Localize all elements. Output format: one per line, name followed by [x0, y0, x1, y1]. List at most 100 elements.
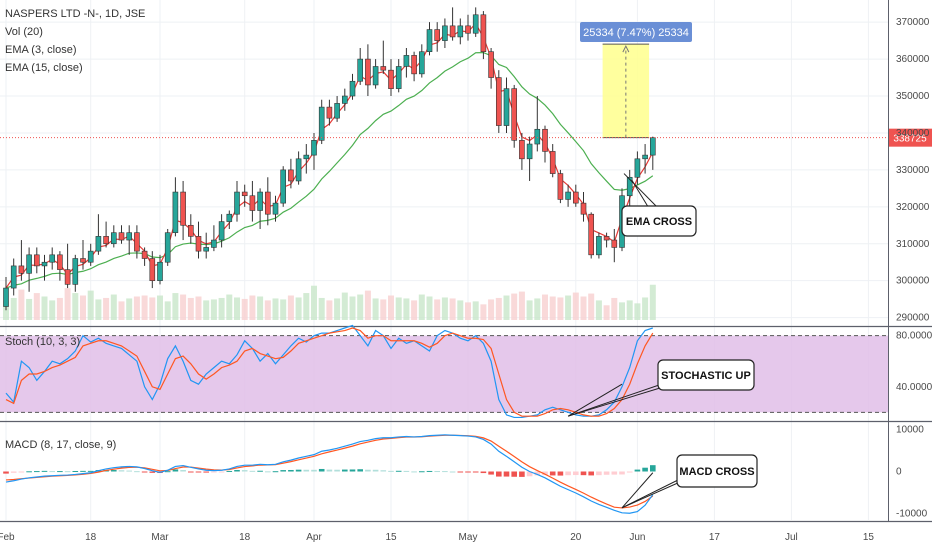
volume-bar	[49, 300, 56, 320]
macd-tick-label: -10000	[896, 509, 928, 520]
candle	[272, 195, 279, 222]
stoch-indicator-label[interactable]: Stoch (10, 3, 3)	[5, 336, 81, 348]
volume-bar	[118, 301, 125, 320]
volume-bar	[141, 295, 148, 320]
volume-bar	[557, 297, 564, 320]
candle-body	[326, 106, 333, 119]
volume-bar	[318, 297, 325, 320]
macd-histogram-bar	[411, 471, 417, 473]
ema-slow-indicator-label[interactable]: EMA (15, close)	[5, 62, 83, 74]
candle	[33, 247, 40, 274]
candle-body	[495, 77, 502, 126]
time-tick-label: 15	[863, 532, 875, 543]
volume-bar	[334, 298, 341, 320]
macd-histogram-bar	[226, 470, 233, 472]
candle	[403, 48, 410, 78]
volume-bar	[257, 296, 264, 320]
candle-body	[403, 55, 410, 67]
time-tick-label: 17	[709, 532, 721, 543]
ema-fast-indicator-label[interactable]: EMA (3, close)	[5, 44, 77, 56]
macd-histogram-bar	[272, 471, 279, 473]
volume-bar	[565, 295, 572, 320]
volume-bar	[611, 297, 618, 320]
candle	[534, 96, 541, 152]
volume-bar	[133, 296, 140, 320]
macd-histogram-bar	[149, 471, 156, 473]
candle-body	[549, 151, 556, 174]
macd-histogram-bar	[626, 471, 633, 473]
candle	[418, 44, 425, 78]
volume-bar	[195, 296, 202, 320]
macd-indicator-label[interactable]: MACD (8, 17, close, 9)	[5, 439, 117, 451]
candle-body	[557, 173, 564, 200]
macd-histogram-bar	[26, 471, 32, 473]
volume-bar	[488, 299, 495, 320]
candle	[95, 214, 102, 255]
candle	[565, 184, 571, 207]
candle	[449, 7, 456, 41]
macd-histogram-bar	[488, 471, 494, 475]
volume-bar	[280, 299, 287, 320]
macd-histogram-bar	[611, 471, 618, 475]
macd-histogram-bar	[241, 470, 248, 472]
time-tick-label: May	[459, 532, 478, 543]
macd-legend: MACD (8, 17, close, 9)	[5, 436, 116, 454]
price-tick-label: 300000	[896, 276, 930, 287]
macd-histogram-bar	[141, 471, 148, 473]
time-tick-label: 18	[85, 532, 97, 543]
price-tick-label: 330000	[896, 165, 930, 176]
candle-body	[388, 69, 394, 89]
volume-bar	[595, 300, 602, 320]
candle	[480, 11, 487, 60]
candle	[295, 151, 302, 185]
candle-body	[33, 254, 40, 267]
volume-bar	[203, 300, 210, 320]
callout-text: STOCHASTIC UP	[661, 370, 751, 382]
stoch-band	[0, 335, 888, 413]
candle-body	[449, 25, 456, 38]
candle-body	[157, 261, 163, 281]
macd-histogram-bar	[519, 471, 525, 477]
volume-bar	[526, 300, 533, 320]
candle-body	[95, 236, 102, 252]
macd-histogram-bar	[211, 471, 217, 473]
candle-body	[103, 236, 109, 245]
candle-body	[41, 261, 48, 267]
candle-body	[280, 169, 287, 204]
candle	[180, 180, 186, 241]
volume-bar	[503, 295, 510, 320]
volume-bar	[326, 300, 333, 320]
macd-histogram-bar	[511, 471, 517, 477]
macd-histogram-bar	[72, 470, 79, 472]
measure-label-bg	[580, 22, 692, 42]
macd-histogram-bar	[395, 470, 402, 472]
volume-bar	[441, 297, 448, 320]
macd-histogram-bar	[280, 470, 286, 472]
macd-histogram-bar	[218, 471, 225, 473]
price-tick-label: 360000	[896, 54, 930, 65]
macd-histogram-bar	[265, 471, 271, 473]
macd-histogram-bar	[472, 471, 479, 473]
volume-bar	[649, 284, 656, 320]
ema-cross-callout: EMA CROSS	[621, 173, 697, 237]
price-tick-label: 310000	[896, 239, 930, 250]
symbol-title: NASPERS LTD -N-, 1D, JSE	[5, 8, 146, 20]
candle-body	[572, 191, 579, 204]
macd-cross-callout: MACD CROSS	[621, 454, 758, 509]
volume-bar	[87, 290, 94, 320]
volume-bar	[249, 295, 256, 320]
volume-indicator-label[interactable]: Vol (20)	[5, 26, 43, 38]
volume-bar	[157, 295, 163, 320]
candle-body	[603, 236, 610, 241]
macd-histogram-bar	[588, 471, 594, 476]
volume-bar	[418, 294, 425, 320]
callout-box	[676, 454, 758, 488]
macd-histogram-bar	[334, 469, 340, 472]
candle-body	[365, 58, 371, 86]
macd-histogram-bar	[388, 470, 394, 472]
stochastic-up-callout: STOCHASTIC UP	[567, 359, 755, 417]
macd-histogram-bar	[349, 469, 356, 472]
candle	[472, 7, 479, 37]
candle-body	[141, 250, 148, 259]
